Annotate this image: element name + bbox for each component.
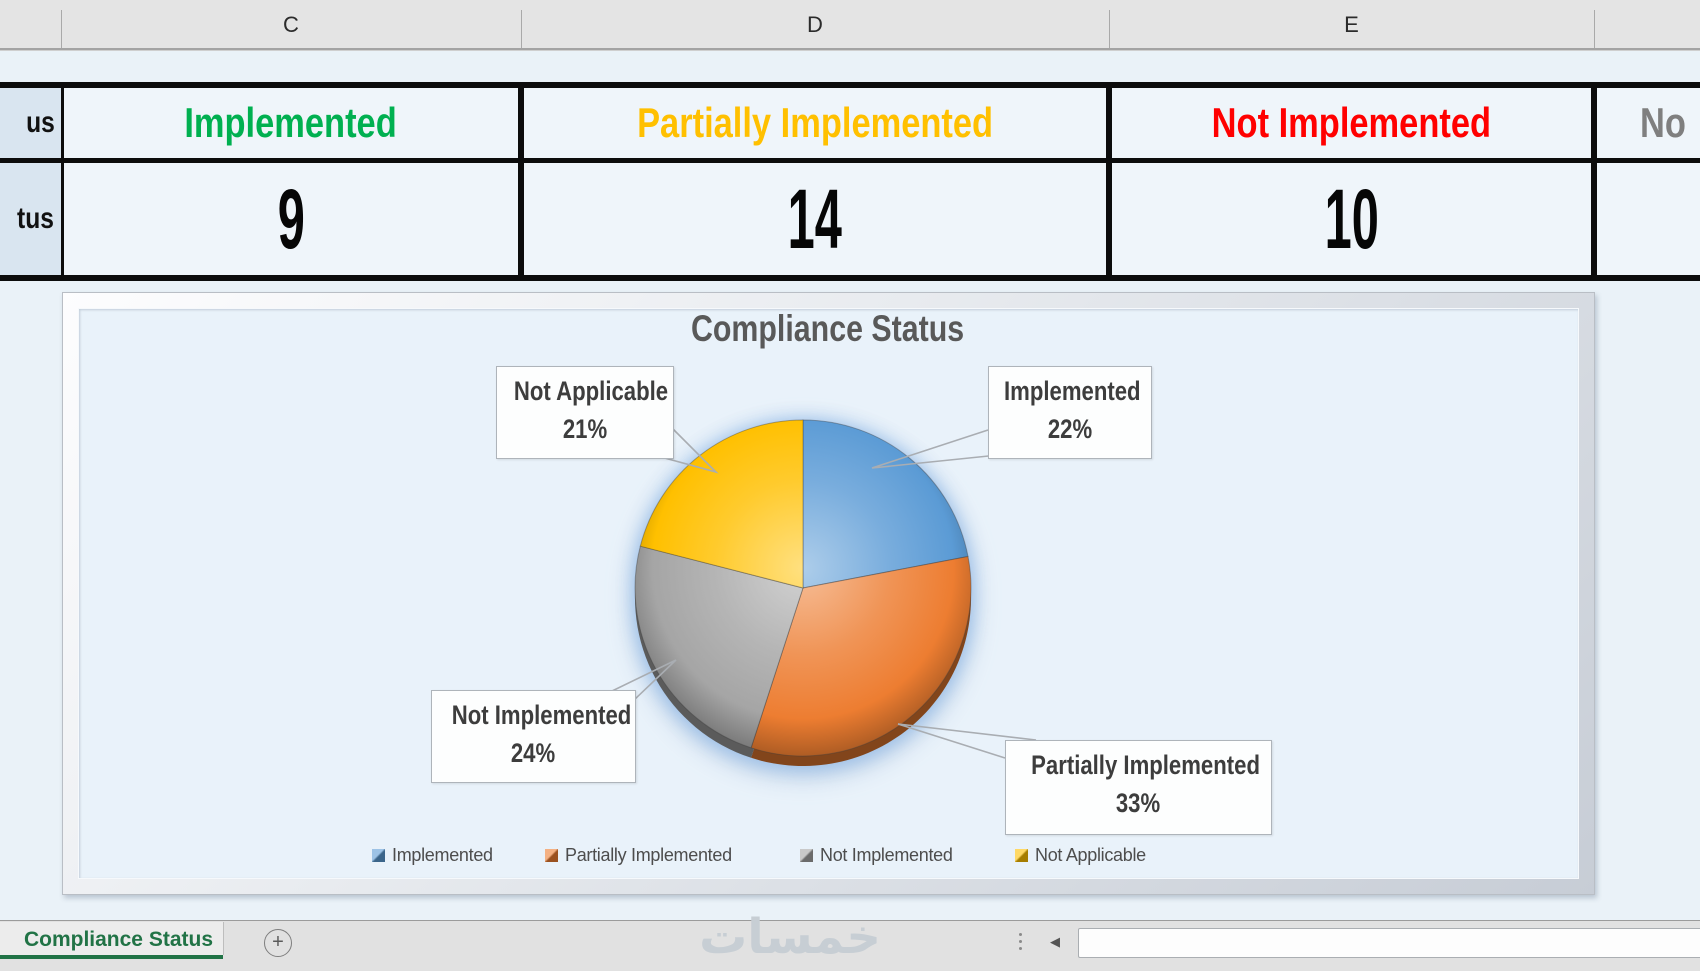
- watermark-text: خمسات: [699, 911, 881, 964]
- table-border-vertical: [58, 82, 64, 281]
- legend-swatch-not-applicable: [1015, 848, 1028, 862]
- legend-swatch-implemented: [372, 848, 385, 862]
- table-border-mid: [0, 158, 1700, 163]
- column-header-bar: C D E: [0, 0, 1700, 50]
- column-divider[interactable]: [61, 10, 62, 48]
- cell-status-clipped[interactable]: No: [1597, 88, 1700, 158]
- legend-item-partially-implemented: Partially Implemented: [545, 845, 732, 865]
- cell-status-not-implemented[interactable]: Not Implemented: [1112, 88, 1591, 158]
- legend-label: Not Applicable: [1035, 844, 1146, 865]
- tab-scroll-handle-icon[interactable]: [1019, 933, 1022, 936]
- column-header-d[interactable]: D: [807, 12, 823, 37]
- table-border-vertical: [1106, 82, 1112, 281]
- active-tab-underline: [0, 955, 223, 959]
- status-value: 10: [1324, 171, 1379, 266]
- cell-status-implemented[interactable]: Implemented: [64, 88, 518, 158]
- cell-value-implemented[interactable]: 9: [64, 163, 518, 275]
- chart-title: Compliance Status: [691, 308, 965, 349]
- cell-value-not-implemented[interactable]: 10: [1112, 163, 1591, 275]
- row-label-cell[interactable]: us: [0, 88, 61, 158]
- tab-compliance-status[interactable]: Compliance Status: [0, 922, 224, 955]
- column-divider[interactable]: [1594, 10, 1595, 48]
- column-header-c[interactable]: C: [283, 12, 299, 37]
- column-divider[interactable]: [1109, 10, 1110, 48]
- cell-status-partially-implemented[interactable]: Partially Implemented: [524, 88, 1106, 158]
- table-border-vertical: [518, 82, 524, 281]
- cell-value-clipped[interactable]: [1597, 163, 1700, 275]
- add-sheet-button[interactable]: +: [264, 929, 292, 957]
- legend-item-not-implemented: Not Implemented: [800, 845, 953, 865]
- legend-swatch-partially-implemented: [545, 848, 558, 862]
- status-label: No: [1640, 99, 1686, 146]
- sheet-tab-label: Compliance Status: [23, 928, 213, 951]
- status-value: 9: [277, 171, 305, 266]
- column-header-e[interactable]: E: [1344, 12, 1359, 37]
- cell-value-partially-implemented[interactable]: 14: [524, 163, 1106, 275]
- chart-plot-area: [78, 308, 1579, 879]
- scroll-left-arrow-icon[interactable]: ◀: [1050, 934, 1060, 949]
- callout-implemented: Implemented 22%: [988, 366, 1152, 459]
- row-label-cell[interactable]: tus: [0, 163, 61, 275]
- callout-not-applicable: Not Applicable 21%: [496, 366, 674, 459]
- table-border-top: [0, 82, 1700, 88]
- legend-label: Not Implemented: [820, 844, 953, 865]
- legend-swatch-not-implemented: [800, 848, 813, 862]
- row-label-fragment: tus: [17, 202, 54, 235]
- row-label-fragment: us: [26, 106, 55, 139]
- status-label: Implemented: [184, 99, 398, 146]
- horizontal-scrollbar-thumb[interactable]: [1078, 928, 1700, 958]
- legend-label: Implemented: [392, 844, 493, 865]
- table-border-vertical: [1591, 82, 1597, 281]
- status-label: Not Implemented: [1211, 99, 1492, 146]
- sheet-tab-bar: Compliance Status + خمسات ◀: [0, 911, 1700, 971]
- status-label: Partially Implemented: [636, 99, 994, 146]
- legend-item-implemented: Implemented: [372, 845, 493, 865]
- chart-object-frame[interactable]: [62, 292, 1595, 895]
- legend-label: Partially Implemented: [565, 844, 732, 865]
- legend-item-not-applicable: Not Applicable: [1015, 845, 1146, 865]
- status-value: 14: [787, 171, 843, 266]
- column-divider[interactable]: [521, 10, 522, 48]
- callout-not-implemented: Not Implemented 24%: [431, 690, 636, 783]
- callout-partially-implemented: Partially Implemented 33%: [1005, 740, 1272, 835]
- table-border-bottom: [0, 275, 1700, 281]
